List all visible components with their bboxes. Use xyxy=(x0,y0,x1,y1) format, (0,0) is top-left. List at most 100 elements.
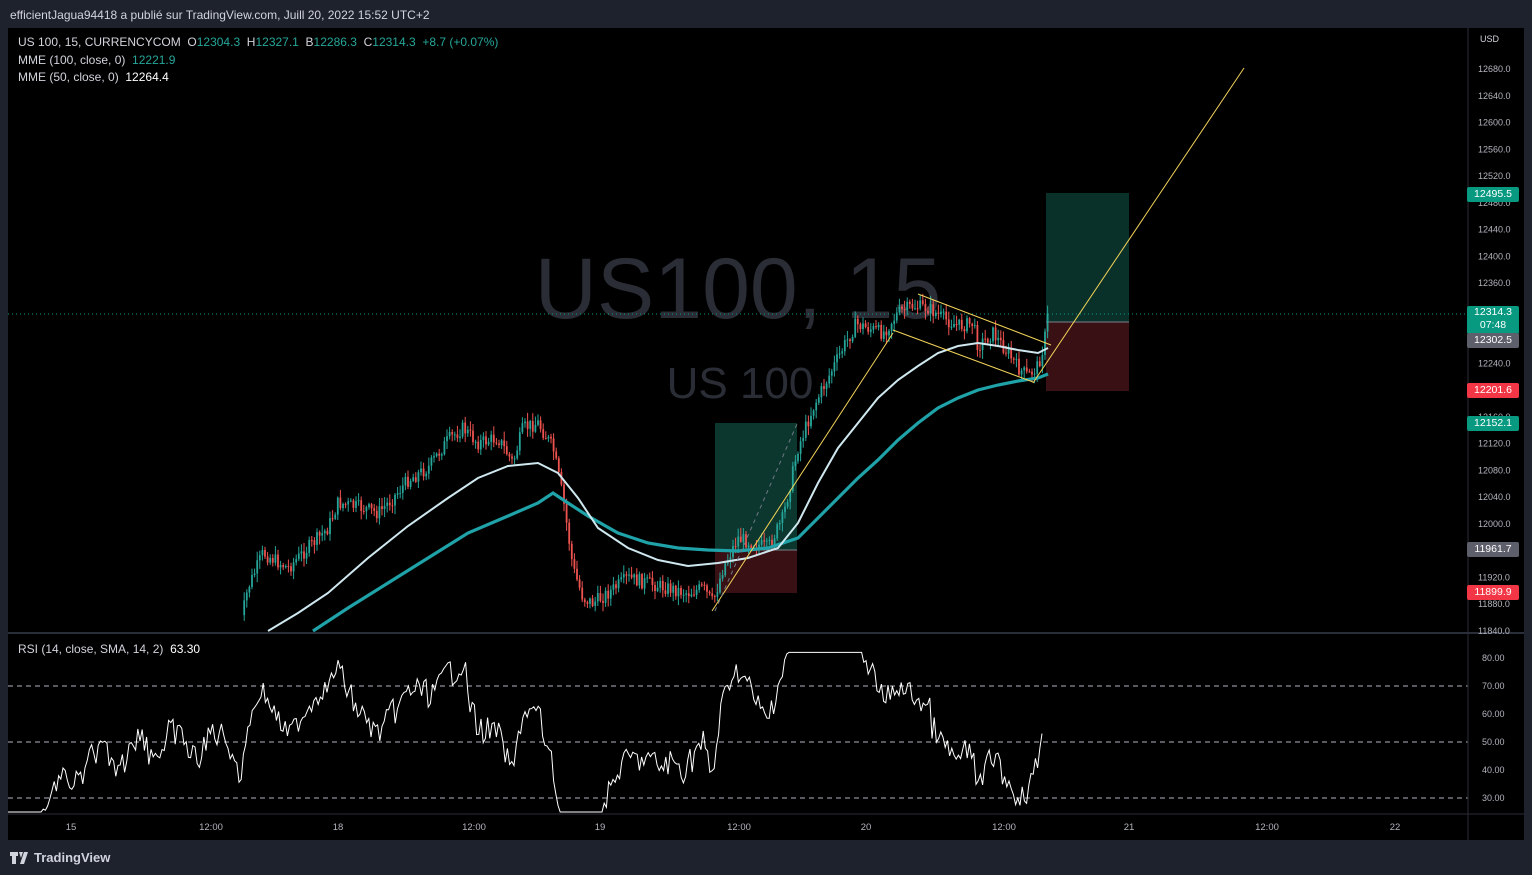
candle-body xyxy=(737,536,740,547)
candle-body xyxy=(1036,361,1039,374)
candle-body xyxy=(971,323,974,326)
candle-body xyxy=(778,522,781,525)
ema100-label: MME (100, close, 0) xyxy=(18,53,126,67)
price-tick-label: 12640.0 xyxy=(1478,91,1511,101)
symbol-label[interactable]: US 100, 15, CURRENCYCOM xyxy=(18,35,181,49)
candle-body xyxy=(841,351,844,354)
candle-body xyxy=(318,532,321,536)
candle-body xyxy=(804,421,807,438)
candle-body xyxy=(888,330,890,336)
tradingview-logo[interactable]: TradingView xyxy=(10,850,110,865)
candle-body xyxy=(739,536,742,542)
candle-body xyxy=(716,592,719,597)
candle-body xyxy=(960,319,963,330)
candle-body xyxy=(479,439,482,450)
candle-body xyxy=(295,559,298,563)
candle-body xyxy=(784,506,786,513)
candle-body xyxy=(693,594,695,596)
candle-body xyxy=(438,453,441,456)
candle-body xyxy=(758,544,760,549)
rsi-legend[interactable]: RSI (14, close, SMA, 14, 2) 63.30 xyxy=(18,642,200,656)
candle-body xyxy=(526,421,529,429)
candle-body xyxy=(352,500,355,508)
price-tick-label: 11880.0 xyxy=(1478,599,1510,609)
open-value: 12304.3 xyxy=(196,35,241,49)
channel-upper xyxy=(917,293,1052,346)
candle-body xyxy=(261,550,264,556)
candle-body xyxy=(591,598,594,606)
watermark-title: US100, 15 xyxy=(535,241,941,337)
stop-price-tag-lower: 11899.9 xyxy=(1467,585,1519,600)
time-tick-label: 15 xyxy=(66,822,77,833)
price-tick-label: 11920.0 xyxy=(1478,572,1510,582)
candle-body xyxy=(833,362,836,372)
candle-body xyxy=(474,441,477,443)
candle-body xyxy=(448,432,451,437)
price-tick-label: 11840.0 xyxy=(1478,626,1510,636)
candle-body xyxy=(1038,361,1041,367)
footer-bar: TradingView xyxy=(0,840,1532,875)
candle-body xyxy=(573,559,576,569)
candle-body xyxy=(651,577,654,585)
time-tick-label: 12:00 xyxy=(1255,822,1279,833)
candle-body xyxy=(412,477,415,481)
candle-body xyxy=(802,437,805,442)
chart-canvas[interactable]: US100, 15 US 100 USD 12680.0 12640.0 12600.0… xyxy=(8,28,1524,840)
candle-body xyxy=(641,574,643,589)
candle-body xyxy=(664,590,667,594)
candle-body xyxy=(383,505,386,509)
chart-frame[interactable]: US100, 15 US 100 USD 12680.0 12640.0 12600.0… xyxy=(8,28,1524,840)
candle-body xyxy=(578,579,581,588)
candle-body xyxy=(966,318,968,332)
candle-body xyxy=(357,500,360,502)
time-tick-label: 18 xyxy=(333,822,344,833)
change-value: +8.7 (+0.07%) xyxy=(422,35,499,49)
candle-body xyxy=(365,507,368,512)
time-tick-label: 19 xyxy=(595,822,606,833)
candle-body xyxy=(859,324,862,330)
candle-body xyxy=(550,436,552,439)
candle-body xyxy=(750,545,753,549)
candle-body xyxy=(903,309,906,311)
candle-body xyxy=(373,508,376,511)
candle-body xyxy=(487,441,490,445)
candle-body xyxy=(893,320,896,324)
candle-body xyxy=(1010,348,1013,359)
price-tick-label: 12520.0 xyxy=(1478,171,1511,181)
candle-body xyxy=(719,578,721,593)
candle-body xyxy=(362,510,365,512)
candle-body xyxy=(347,501,350,505)
candle-body xyxy=(552,438,555,452)
ema100-legend[interactable]: MME (100, close, 0) 12221.9 xyxy=(18,53,175,67)
position-path xyxy=(714,423,798,612)
candle-body xyxy=(742,534,745,542)
candle-body xyxy=(976,324,979,350)
candle-body xyxy=(721,575,724,579)
time-tick-label: 12:00 xyxy=(199,822,223,833)
candle-body xyxy=(388,502,391,506)
candle-body xyxy=(534,424,537,432)
candle-body xyxy=(547,436,550,439)
candle-body xyxy=(685,593,688,595)
ema50-legend[interactable]: MME (50, close, 0) 12264.4 xyxy=(18,70,169,84)
candle-body xyxy=(472,430,474,443)
candle-body xyxy=(490,434,493,442)
candle-body xyxy=(303,551,305,559)
close-label: C xyxy=(363,35,373,49)
candle-body xyxy=(290,566,292,572)
candle-body xyxy=(989,341,992,343)
time-tick-label: 21 xyxy=(1124,822,1135,833)
candle-body xyxy=(890,323,893,331)
price-tick-label: 12400.0 xyxy=(1478,251,1511,261)
long-target-zone-2 xyxy=(1046,193,1129,322)
candle-body xyxy=(310,540,313,542)
candle-body xyxy=(459,436,461,438)
candle-body xyxy=(984,338,987,340)
currency-label: USD xyxy=(1480,34,1500,44)
candle-body xyxy=(1028,371,1031,373)
price-tick-label: 12040.0 xyxy=(1478,492,1511,502)
candle-body xyxy=(508,454,511,457)
low-value: 12286.3 xyxy=(313,35,357,49)
candle-body xyxy=(500,440,503,446)
candle-body xyxy=(589,598,591,604)
